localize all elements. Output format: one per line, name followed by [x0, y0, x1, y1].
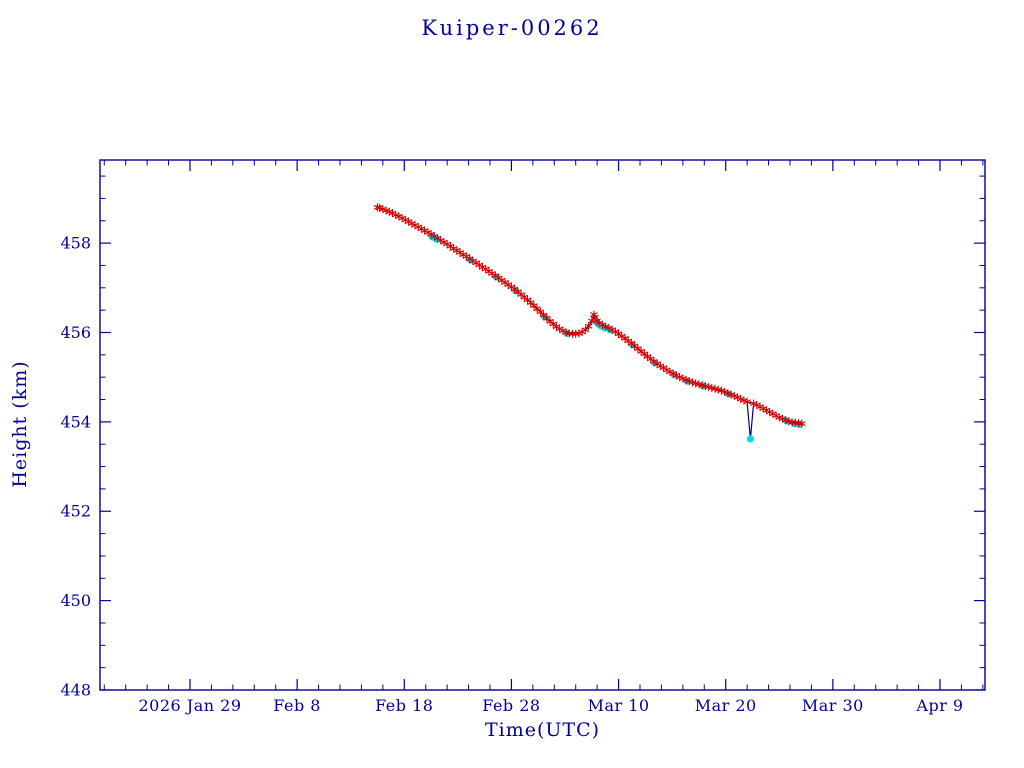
y-tick-label: 454: [60, 412, 91, 431]
x-tick-label: Feb 8: [273, 696, 321, 715]
dip-line: [746, 401, 755, 439]
y-tick-label: 458: [60, 234, 91, 253]
x-tick-label: 2026 Jan 29: [138, 696, 241, 715]
x-tick-label: Mar 10: [588, 696, 650, 715]
x-tick-label: Feb 28: [482, 696, 540, 715]
plot-frame: [99, 159, 986, 691]
y-tick-label: 450: [60, 591, 91, 610]
x-axis-label: Time(UTC): [484, 719, 601, 741]
x-tick-label: Feb 18: [375, 696, 433, 715]
y-tick-label: 456: [60, 323, 91, 342]
x-tick-label: Mar 20: [695, 696, 757, 715]
x-tick-label: Mar 30: [802, 696, 864, 715]
chart-title: Kuiper-00262: [421, 16, 603, 40]
y-tick-label: 452: [60, 502, 91, 521]
primary-asterisk-markers: [373, 203, 806, 428]
y-tick-label: 448: [60, 681, 91, 700]
x-tick-label: Apr 9: [915, 696, 963, 715]
secondary-point: [746, 435, 755, 443]
